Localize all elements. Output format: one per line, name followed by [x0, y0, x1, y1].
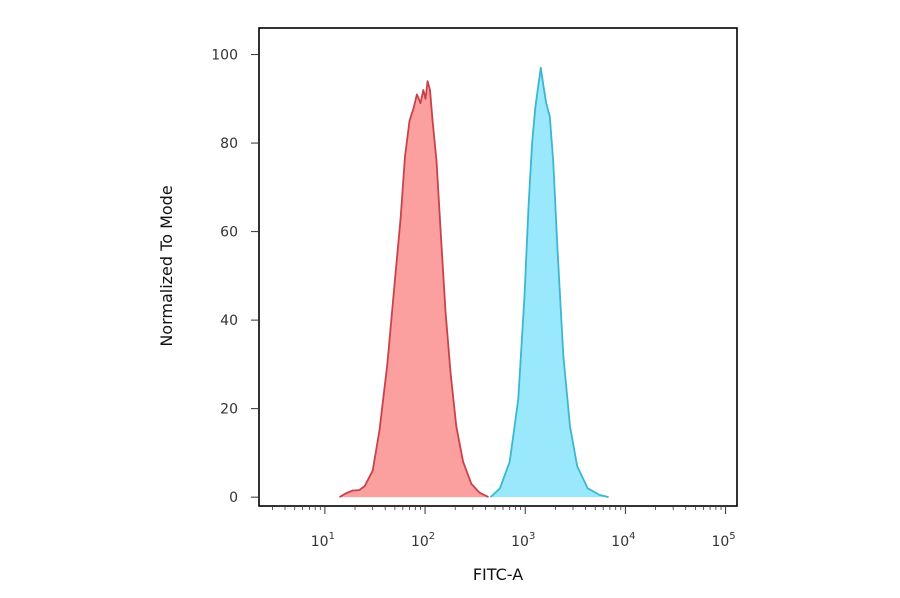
- y-tick-label: 80: [220, 136, 238, 152]
- series-1-line: [489, 66, 609, 498]
- x-tick-label: 104: [611, 531, 635, 550]
- y-tick-label: 20: [220, 402, 238, 418]
- x-tick-label: 103: [511, 531, 535, 550]
- y-tick-label: 0: [229, 490, 238, 506]
- x-tick-label: 105: [711, 531, 735, 550]
- series-0-area: [339, 81, 489, 498]
- y-axis-ticks: 0 20 40 60 80 100: [211, 48, 259, 506]
- x-tick-label: 102: [411, 531, 435, 550]
- series-1-area: [490, 67, 609, 498]
- plot-frame: [258, 27, 738, 507]
- y-tick-label: 40: [220, 313, 238, 329]
- x-axis-ticks: 101 102 103 104 105: [272, 506, 736, 550]
- y-tick-label: 60: [220, 225, 238, 241]
- y-axis-title: Normalized To Mode: [157, 185, 176, 346]
- series-0-line: [339, 80, 489, 498]
- series-layer: [339, 66, 609, 498]
- y-tick-label: 100: [211, 48, 238, 64]
- x-axis-title: FITC-A: [473, 565, 523, 584]
- x-tick-label: 101: [311, 531, 335, 550]
